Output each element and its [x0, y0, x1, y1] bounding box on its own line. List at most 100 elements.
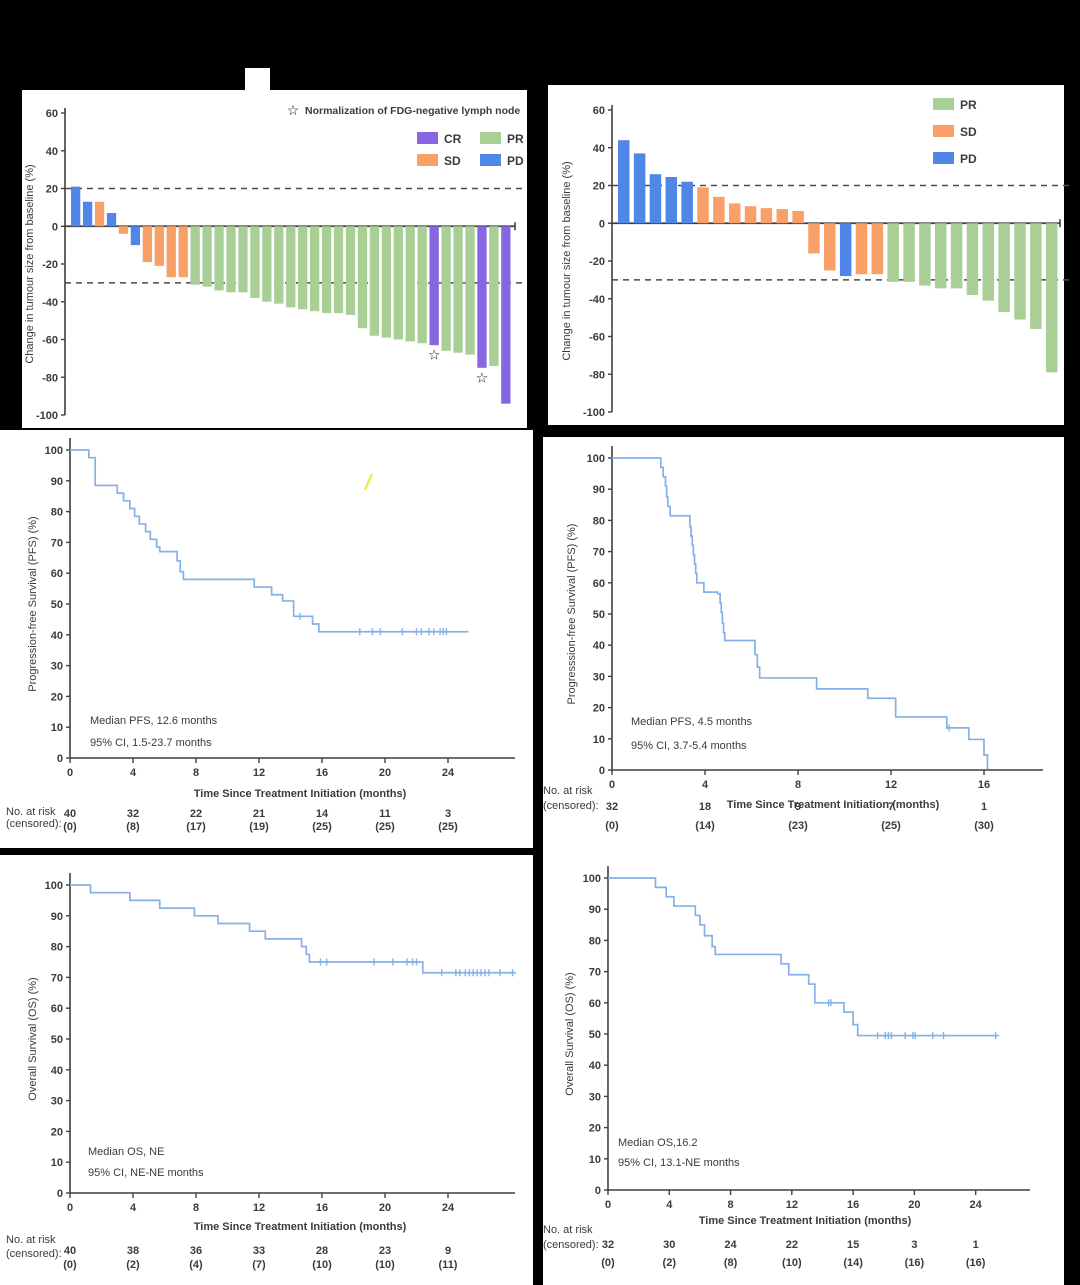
- pfs_b-at-risk-table: No. at risk (censored): 32 18 9 7 1 (0) (14) (23)…: [543, 785, 994, 832]
- censored-value: (8): [724, 1257, 738, 1269]
- x-axis-title: Time Since Treatment Initiation (months): [699, 1215, 912, 1227]
- y-tick-label: 60: [46, 108, 58, 120]
- y-tick-label: -40: [589, 294, 605, 306]
- censored-value: (11): [439, 1259, 458, 1271]
- bar-pr: [998, 223, 1010, 312]
- y-axis-title: Change in tumour size from baseline (%): [561, 161, 573, 360]
- censored-value: (8): [126, 821, 140, 833]
- y-tick-label: 70: [593, 547, 605, 559]
- y-tick-label: 20: [51, 691, 63, 703]
- bar-pr: [453, 226, 463, 353]
- at-risk-label: No. at risk: [6, 1234, 56, 1246]
- waterfall_a-bars: [71, 186, 511, 404]
- bar-sd: [808, 223, 820, 254]
- censored-value: (16): [966, 1257, 986, 1269]
- y-tick-label: 80: [589, 935, 601, 947]
- censored-value: (25): [375, 821, 395, 833]
- pfs_a-x-axis: 0 4 8 12 16 20 24: [67, 757, 515, 779]
- x-tick-label: 24: [442, 1202, 455, 1214]
- y-axis-title: Overall Survival (OS) (%): [564, 972, 576, 1095]
- y-tick-label: -100: [583, 407, 605, 419]
- censored-value: (14): [695, 820, 715, 832]
- at-risk-value: 22: [190, 808, 202, 820]
- os_a-at-risk-table: No. at risk (censored): 40 38 36 33 28 23 9 (0) (2…: [6, 1234, 458, 1271]
- legend-swatch-pd: [933, 152, 954, 164]
- y-tick-label: 50: [51, 1034, 63, 1046]
- censored-value: (2): [126, 1259, 140, 1271]
- x-tick-label: 4: [130, 1202, 137, 1214]
- bar-pd: [82, 201, 93, 227]
- y-tick-label: 100: [587, 453, 605, 465]
- stray-yellow-mark: [363, 473, 374, 491]
- y-tick-label: 30: [51, 1096, 63, 1108]
- censored-value: (25): [881, 820, 901, 832]
- y-tick-label: 40: [593, 143, 605, 155]
- pfs_a-y-axis: 0 10 20 30 40 50 60 70 80 90 100: [45, 438, 71, 765]
- x-axis-title: Time Since Treatment Initiation (months): [194, 1221, 407, 1233]
- bar-pr: [238, 226, 248, 293]
- at-risk-value: 28: [316, 1245, 328, 1257]
- bar-pr: [1030, 223, 1042, 329]
- waterfall_b-bars: [618, 140, 1058, 373]
- at-risk-value: 40: [64, 1245, 76, 1257]
- y-tick-label: 60: [51, 1003, 63, 1015]
- legend-swatch-pd: [480, 154, 501, 166]
- y-tick-label: 30: [593, 671, 605, 683]
- censored-value: (4): [189, 1259, 203, 1271]
- panel-waterfall-b: 60 40 20 0 -20 -40 -60 -80 -100 PR SD PD Change in t…: [548, 85, 1072, 425]
- ci-line: 95% CI, 13.1-NE months: [618, 1157, 740, 1169]
- bar-pd: [839, 223, 852, 277]
- legend-label: PD: [960, 152, 977, 166]
- pfs-b-km-chart: 0 10 20 30 40 50 60 70 80 90 100 0 4 8 12 16 Time Since …: [543, 446, 1043, 832]
- bar-pr: [903, 223, 915, 282]
- bar-sd: [154, 226, 164, 266]
- y-tick-label: -20: [42, 259, 58, 271]
- bar-sd: [166, 226, 176, 278]
- os_b-at-risk-table: No. at risk (censored): 32 30 24 22 15 3 1 (0) (2)…: [543, 1224, 986, 1269]
- bar-pd: [665, 177, 678, 224]
- os_b-y-axis: 0 10 20 30 40 50 60 70 80 90 100: [583, 866, 609, 1197]
- bar-cr: [477, 226, 487, 368]
- censored-value: (0): [63, 821, 77, 833]
- legend-swatch-sd: [417, 154, 438, 166]
- bar-pr: [489, 226, 499, 366]
- bar-pr: [310, 226, 320, 312]
- panel-pfs-a: 0 10 20 30 40 50 60 70 80 90 100 0 4 8 12 16 20 24 Time Si…: [0, 430, 533, 848]
- y-tick-label: 100: [45, 880, 63, 892]
- y-tick-label: 10: [51, 1157, 63, 1169]
- x-axis-title: Time Since Treatment Initiation (months): [194, 788, 407, 800]
- bar-pr: [966, 223, 979, 295]
- censored-label: (censored):: [543, 800, 599, 812]
- pfs_b-y-axis: 0 10 20 30 40 50 60 70 80 90 100: [587, 446, 613, 777]
- at-risk-value: 14: [316, 808, 329, 820]
- y-tick-label: 0: [599, 218, 605, 230]
- median-line: Median PFS, 12.6 months: [90, 715, 218, 727]
- panel-pfs-b: 0 10 20 30 40 50 60 70 80 90 100 0 4 8 12 16 Time Since …: [543, 437, 1064, 848]
- y-tick-label: 20: [51, 1126, 63, 1138]
- star-marker-icon: ☆: [428, 347, 441, 363]
- y-tick-label: 50: [589, 1029, 601, 1041]
- y-tick-label: 40: [51, 630, 63, 642]
- at-risk-value: 36: [190, 1245, 202, 1257]
- censored-value: (10): [375, 1259, 395, 1271]
- y-tick-label: 80: [51, 507, 63, 519]
- bar-pr: [441, 226, 451, 351]
- at-risk-value: 32: [127, 808, 139, 820]
- x-tick-label: 16: [978, 779, 990, 791]
- os_b-censor-marks: [825, 999, 1000, 1040]
- y-tick-label: 40: [46, 146, 58, 158]
- bar-pr: [887, 223, 899, 282]
- median-line: Median OS, NE: [88, 1146, 165, 1158]
- bar-pr: [357, 226, 368, 329]
- at-risk-label: No. at risk: [6, 806, 56, 818]
- panel-os-b: 0 10 20 30 40 50 60 70 80 90 100 0 4 8 12 16 20 24 Time Si…: [543, 848, 1064, 1285]
- x-tick-label: 8: [727, 1199, 733, 1211]
- x-tick-label: 8: [795, 779, 801, 791]
- waterfall-b-chart: 60 40 20 0 -20 -40 -60 -80 -100 PR SD PD Change in t…: [561, 98, 1072, 419]
- censored-value: (7): [252, 1259, 266, 1271]
- legend-swatch-sd: [933, 125, 954, 137]
- y-tick-label: 80: [51, 942, 63, 954]
- y-tick-label: 40: [51, 1065, 63, 1077]
- bar-pr: [202, 226, 212, 287]
- km-curve: [608, 877, 998, 1037]
